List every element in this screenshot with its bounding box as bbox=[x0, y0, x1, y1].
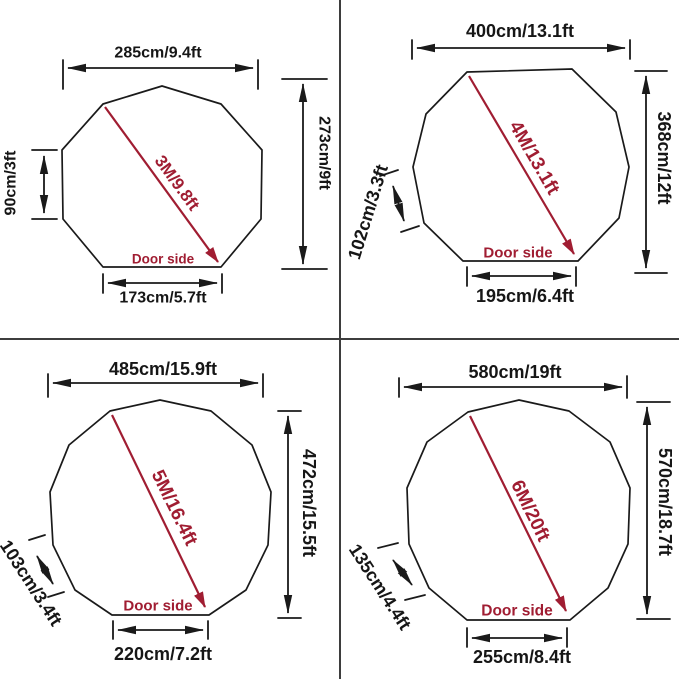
tent-outline bbox=[406, 399, 631, 621]
bottom-width-label: 255cm/8.4ft bbox=[473, 647, 571, 667]
height-dimension: 273cm/9ft bbox=[281, 78, 333, 270]
side-dimension: 103cm/3.4ft bbox=[0, 534, 66, 630]
tent-outline bbox=[412, 68, 630, 262]
height-label: 472cm/15.5ft bbox=[299, 449, 319, 557]
side-dimension-arrow bbox=[392, 559, 413, 586]
footprint-diagram-4m: 4M/13.1ft Door side 400cm/13.1ft 368cm/1… bbox=[344, 21, 674, 306]
door-side-label: Door side bbox=[132, 252, 195, 267]
bottom-width-label: 220cm/7.2ft bbox=[114, 644, 212, 664]
dimension-tick bbox=[377, 542, 399, 549]
door-side-label: Door side bbox=[123, 598, 192, 615]
diagonal-size-label: 6M/20ft bbox=[506, 477, 554, 546]
footprint-diagram-3m: 3M/9.8ft Door side 285cm/9.4ft 273cm/9ft… bbox=[3, 45, 333, 307]
dimension-tick bbox=[379, 169, 399, 177]
bottom-width-dimension: 220cm/7.2ft bbox=[112, 620, 212, 664]
diagonal-arrow bbox=[469, 415, 567, 612]
dimension-tick bbox=[47, 591, 65, 598]
side-dimension-arrow bbox=[392, 185, 405, 222]
side-dimension: 102cm/3.3ft bbox=[344, 162, 420, 262]
side-dimension-arrow bbox=[36, 555, 54, 585]
top-width-label: 285cm/9.4ft bbox=[114, 45, 202, 62]
footprint-diagram-5m: 5M/16.4ft Door side 485cm/15.9ft 472cm/1… bbox=[0, 359, 319, 664]
height-label: 570cm/18.7ft bbox=[655, 448, 675, 556]
door-side-label: Door side bbox=[483, 245, 552, 262]
bottom-width-dimension: 195cm/6.4ft bbox=[466, 266, 577, 306]
dimension-tick bbox=[28, 534, 46, 541]
top-width-dimension: 400cm/13.1ft bbox=[411, 21, 631, 60]
top-width-label: 580cm/19ft bbox=[468, 362, 561, 382]
dimension-tick bbox=[404, 594, 426, 601]
footprint-diagram-6m: 6M/20ft Door side 580cm/19ft 570cm/18.7f… bbox=[345, 362, 675, 667]
height-label: 273cm/9ft bbox=[316, 116, 333, 190]
bottom-width-dimension: 173cm/5.7ft bbox=[102, 273, 223, 307]
bottom-width-label: 195cm/6.4ft bbox=[476, 286, 574, 306]
dimension-tick bbox=[400, 225, 420, 233]
diagonal-arrow bbox=[104, 106, 219, 263]
height-dimension: 368cm/12ft bbox=[634, 70, 674, 274]
height-label: 368cm/12ft bbox=[654, 111, 674, 204]
top-width-label: 400cm/13.1ft bbox=[466, 21, 574, 41]
top-width-dimension: 485cm/15.9ft bbox=[47, 359, 264, 398]
side-length-label: 90cm/3ft bbox=[3, 150, 20, 216]
top-width-dimension: 285cm/9.4ft bbox=[62, 45, 259, 90]
door-side-label: Door side bbox=[481, 603, 553, 620]
bottom-width-dimension: 255cm/8.4ft bbox=[466, 627, 571, 667]
height-dimension: 472cm/15.5ft bbox=[277, 410, 319, 619]
side-length-label: 135cm/4.4ft bbox=[345, 540, 415, 633]
top-width-label: 485cm/15.9ft bbox=[109, 359, 217, 379]
height-dimension: 570cm/18.7ft bbox=[636, 401, 675, 620]
diagonal-size-label: 5M/16.4ft bbox=[147, 467, 202, 550]
top-width-dimension: 580cm/19ft bbox=[398, 362, 628, 399]
bottom-width-label: 173cm/5.7ft bbox=[119, 290, 207, 307]
diagonal-arrow bbox=[111, 414, 206, 608]
tent-outline bbox=[49, 399, 272, 616]
horizontal-divider bbox=[0, 338, 679, 340]
tent-outline bbox=[61, 85, 263, 268]
side-dimension: 90cm/3ft bbox=[3, 149, 58, 220]
diagonal-arrow bbox=[468, 75, 575, 255]
side-length-label: 102cm/3.3ft bbox=[344, 162, 392, 262]
